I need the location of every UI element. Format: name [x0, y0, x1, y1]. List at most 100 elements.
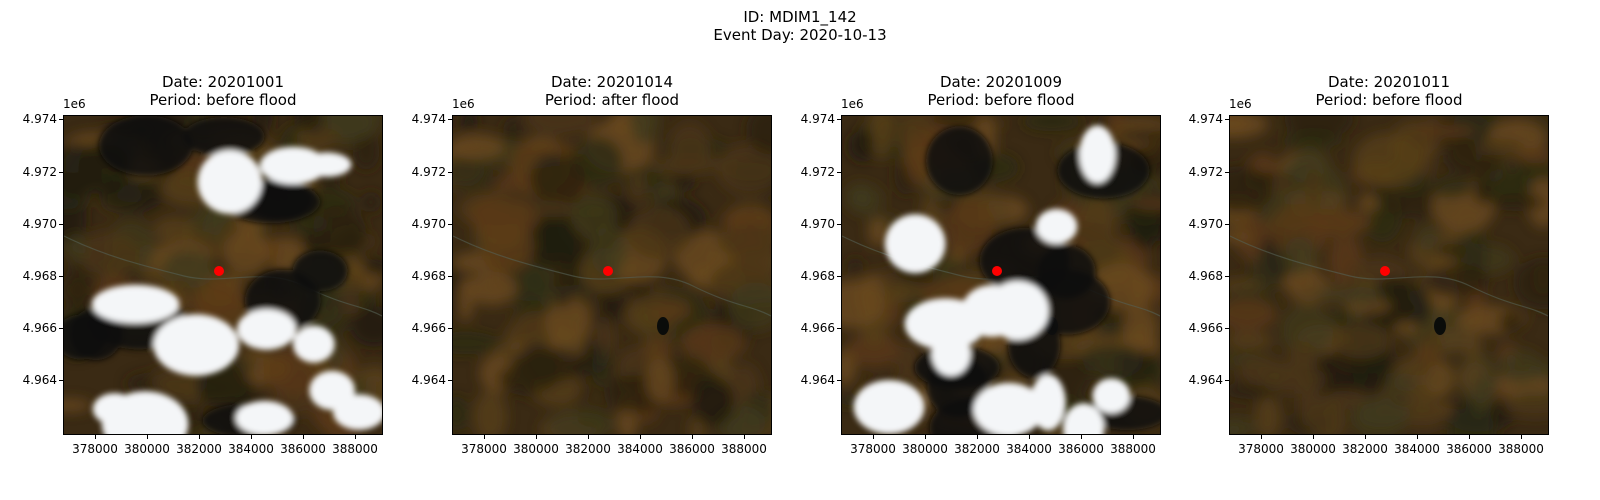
x-tick-mark: [873, 435, 874, 439]
x-tick-label: 378000: [461, 442, 507, 456]
panel-period: Period: after flood: [544, 91, 680, 109]
x-tick-mark: [1133, 435, 1134, 439]
x-tick-label: 386000: [1446, 442, 1492, 456]
y-tick-mark: [837, 119, 841, 120]
y-tick-label: 4.972: [1188, 165, 1223, 179]
x-tick-label: 380000: [902, 442, 948, 456]
figure-title: ID: MDIM1_142 Event Day: 2020-10-13: [0, 8, 1600, 44]
y-tick-label: 4.964: [22, 373, 57, 387]
y-tick-mark: [448, 276, 452, 277]
y-tick-mark: [1225, 276, 1229, 277]
panel-date: Date: 20201014: [550, 73, 674, 91]
x-tick-mark: [1365, 435, 1366, 439]
satellite-image: [841, 115, 1161, 435]
y-tick-mark: [837, 224, 841, 225]
y-tick-label: 4.974: [1188, 112, 1223, 126]
x-tick-mark: [355, 435, 356, 439]
y-tick-mark: [1225, 119, 1229, 120]
image-panel: Date: 20201009 Period: before flood 1e6 4.…: [801, 0, 1221, 500]
y-axis-offset-label: 1e6: [63, 97, 86, 111]
y-tick-label: 4.966: [1188, 321, 1223, 335]
x-tick-mark: [147, 435, 148, 439]
y-tick-mark: [837, 276, 841, 277]
panel-title: Date: 20201014 Period: after flood: [422, 73, 802, 109]
x-tick-mark: [95, 435, 96, 439]
satellite-image: [1229, 115, 1549, 435]
x-tick-mark: [1029, 435, 1030, 439]
image-panel: Date: 20201014 Period: after flood 1e6 4.9…: [412, 0, 832, 500]
event-location-marker: [603, 266, 613, 276]
panel-period: Period: before flood: [927, 91, 1075, 109]
y-tick-label: 4.964: [411, 373, 446, 387]
x-tick-label: 386000: [669, 442, 715, 456]
panel-date: Date: 20201001: [161, 73, 285, 91]
y-tick-mark: [59, 172, 63, 173]
y-tick-label: 4.964: [800, 373, 835, 387]
x-tick-mark: [744, 435, 745, 439]
panel-title: Date: 20201001 Period: before flood: [33, 73, 413, 109]
image-panel: Date: 20201001 Period: before flood 1e6 4.…: [23, 0, 443, 500]
x-tick-label: 380000: [513, 442, 559, 456]
x-tick-label: 384000: [228, 442, 274, 456]
y-tick-label: 4.966: [22, 321, 57, 335]
x-tick-label: 378000: [1238, 442, 1284, 456]
x-tick-label: 386000: [280, 442, 326, 456]
x-tick-label: 382000: [176, 442, 222, 456]
x-tick-label: 388000: [1110, 442, 1156, 456]
y-tick-mark: [1225, 380, 1229, 381]
y-tick-mark: [448, 328, 452, 329]
event-location-marker: [992, 266, 1002, 276]
x-tick-label: 380000: [1290, 442, 1336, 456]
y-tick-mark: [837, 172, 841, 173]
panel-period: Period: before flood: [149, 91, 297, 109]
y-tick-label: 4.968: [800, 269, 835, 283]
x-tick-mark: [536, 435, 537, 439]
y-tick-label: 4.974: [22, 112, 57, 126]
y-tick-label: 4.974: [411, 112, 446, 126]
x-tick-label: 382000: [954, 442, 1000, 456]
y-tick-mark: [1225, 224, 1229, 225]
x-tick-label: 382000: [1342, 442, 1388, 456]
panel-date: Date: 20201011: [1327, 73, 1451, 91]
x-tick-label: 386000: [1058, 442, 1104, 456]
x-tick-mark: [977, 435, 978, 439]
y-tick-label: 4.968: [411, 269, 446, 283]
panel-period: Period: before flood: [1315, 91, 1463, 109]
panel-title: Date: 20201011 Period: before flood: [1199, 73, 1579, 109]
y-tick-mark: [1225, 172, 1229, 173]
y-tick-mark: [59, 328, 63, 329]
y-tick-mark: [448, 224, 452, 225]
x-tick-label: 384000: [1006, 442, 1052, 456]
y-tick-label: 4.968: [1188, 269, 1223, 283]
x-tick-mark: [1081, 435, 1082, 439]
figure-event-day: Event Day: 2020-10-13: [713, 26, 887, 44]
y-tick-mark: [837, 328, 841, 329]
y-tick-mark: [59, 224, 63, 225]
y-tick-label: 4.970: [411, 217, 446, 231]
event-location-marker: [1380, 266, 1390, 276]
x-tick-label: 382000: [565, 442, 611, 456]
x-tick-mark: [484, 435, 485, 439]
y-tick-label: 4.964: [1188, 373, 1223, 387]
x-tick-label: 388000: [1498, 442, 1544, 456]
event-location-marker: [214, 266, 224, 276]
y-tick-label: 4.966: [411, 321, 446, 335]
x-tick-mark: [925, 435, 926, 439]
x-tick-label: 380000: [124, 442, 170, 456]
y-tick-mark: [448, 119, 452, 120]
x-tick-label: 378000: [850, 442, 896, 456]
x-tick-mark: [692, 435, 693, 439]
satellite-image: [452, 115, 772, 435]
y-axis-offset-label: 1e6: [841, 97, 864, 111]
y-tick-mark: [59, 119, 63, 120]
y-tick-label: 4.968: [22, 269, 57, 283]
y-tick-label: 4.970: [22, 217, 57, 231]
y-tick-mark: [448, 172, 452, 173]
x-tick-label: 388000: [721, 442, 767, 456]
panel-date: Date: 20201009: [939, 73, 1063, 91]
x-tick-mark: [1521, 435, 1522, 439]
panel-title: Date: 20201009 Period: before flood: [811, 73, 1191, 109]
y-tick-label: 4.970: [800, 217, 835, 231]
y-tick-label: 4.966: [800, 321, 835, 335]
x-tick-mark: [640, 435, 641, 439]
